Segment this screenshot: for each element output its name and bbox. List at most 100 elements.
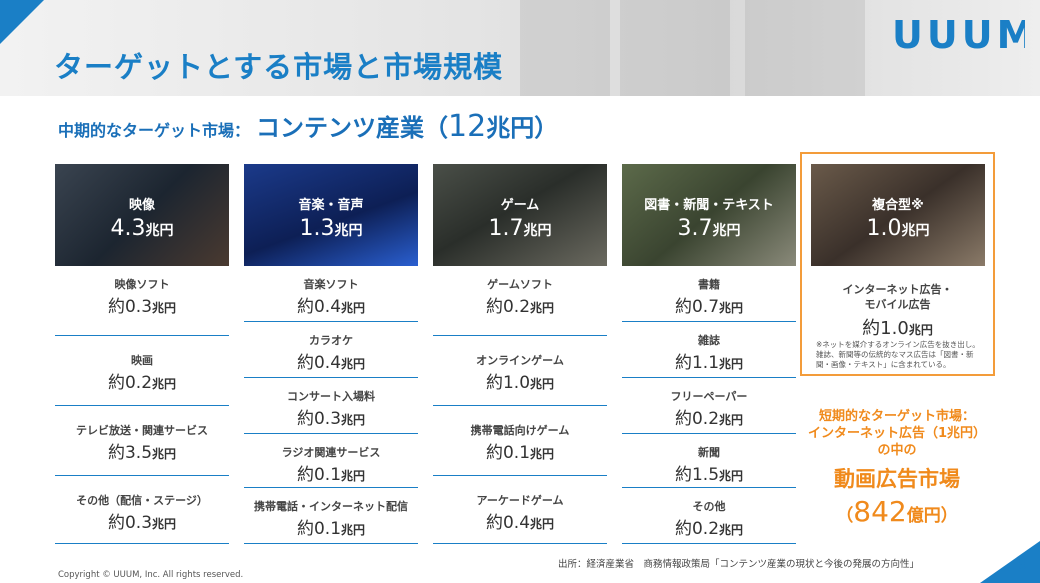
category-column-books: 図書・新聞・テキスト 3.7兆円 書籍 約0.7兆円 雑誌 約1.1兆円 フリー… (622, 164, 796, 544)
composite-category-box: 複合型※ 1.0兆円 インターネット広告・ モバイル広告 約1.0兆円 ※ネット… (800, 152, 995, 376)
header-photo-strip (520, 0, 610, 96)
category-name: 図書・新聞・テキスト (644, 198, 774, 213)
sub-item-amount: 約1.0兆円 (862, 318, 933, 339)
category-name: 映像 (128, 198, 155, 213)
hero-image (811, 164, 985, 266)
sub-item-label: 携帯電話向けゲーム (470, 424, 570, 437)
sub-item: 雑誌 約1.1兆円 (622, 322, 796, 378)
sub-item-label: ラジオ関連サービス (281, 446, 381, 459)
sub-item-amount: 約0.1兆円 (485, 443, 555, 463)
sub-item-amount: 約3.5兆円 (107, 443, 177, 463)
sub-item: 新聞 約1.5兆円 (622, 434, 796, 488)
sub-item: カラオケ 約0.4兆円 (244, 322, 418, 378)
sub-item: ゲームソフト 約0.2兆円 (433, 266, 607, 336)
hero-image (433, 164, 607, 266)
category-column-music: 音楽・音声 1.3兆円 音楽ソフト 約0.4兆円 カラオケ 約0.4兆円 コンサ… (244, 164, 418, 544)
copyright: Copyright © UUUM, Inc. All rights reserv… (58, 570, 244, 580)
sub-item-label: コンサート入場料 (287, 390, 375, 403)
footnote: ※ネットを媒介するオンライン広告を抜き出し。雑誌、新聞等の伝統的なマス広告は「図… (816, 340, 980, 369)
category-value: 3.7兆円 (677, 216, 741, 241)
sub-item: 書籍 約0.7兆円 (622, 266, 796, 322)
sub-item-label: 映像ソフト (114, 278, 170, 291)
sub-item-amount: 約0.2兆円 (485, 297, 555, 317)
subtitle-number: 12 (448, 109, 487, 144)
sub-item-label: ゲームソフト (487, 278, 553, 291)
category-name: 音楽・音声 (298, 198, 364, 213)
category-value: 1.3兆円 (299, 216, 363, 241)
short-term-line: の中の (877, 443, 917, 458)
sub-item: その他（配信・ステージ） 約0.3兆円 (55, 476, 229, 544)
header-photo-strip (745, 0, 865, 96)
sub-item-amount: 約0.3兆円 (296, 409, 366, 429)
sub-item-label: オンラインゲーム (476, 354, 564, 367)
short-term-line: 短期的なターゲット市場： (818, 409, 975, 424)
short-term-line: インターネット広告（1兆円） (807, 426, 987, 441)
category-name: ゲーム (500, 198, 540, 213)
corner-accent-bottom (980, 541, 1040, 583)
uuum-logo: UUUM (892, 13, 1025, 56)
sub-item-amount: 約0.3兆円 (107, 513, 177, 533)
source-note: 出所：経済産業省 商務情報政策局「コンテンツ産業の現状と今後の発展の方向性」 (558, 559, 920, 570)
sub-item-amount: 約1.1兆円 (674, 353, 744, 373)
sub-item: テレビ放送・関連サービス 約3.5兆円 (55, 406, 229, 476)
sub-item-amount: 約0.4兆円 (485, 513, 555, 533)
sub-item: ラジオ関連サービス 約0.1兆円 (244, 434, 418, 488)
page-number: 9 (1018, 554, 1029, 573)
sub-item-amount: 約0.1兆円 (296, 519, 366, 539)
category-hero: 映像 4.3兆円 (55, 164, 229, 266)
category-hero: 音楽・音声 1.3兆円 (244, 164, 418, 266)
logo-text: UUUM (892, 13, 1025, 56)
subtitle-main: コンテンツ産業（ (256, 114, 449, 142)
video-ad-market-value: （842億円） (836, 495, 958, 528)
hero-image (244, 164, 418, 266)
sub-item: 携帯電話向けゲーム 約0.1兆円 (433, 406, 607, 476)
short-term-target: 短期的なターゲット市場： インターネット広告（1兆円） の中の 動画広告市場 （… (792, 408, 1002, 528)
sub-item: オンラインゲーム 約1.0兆円 (433, 336, 607, 406)
sub-item-label: 映画 (131, 354, 153, 367)
sub-item: フリーペーパー 約0.2兆円 (622, 378, 796, 434)
category-value: 1.0兆円 (866, 216, 930, 241)
category-hero: ゲーム 1.7兆円 (433, 164, 607, 266)
category-hero: 図書・新聞・テキスト 3.7兆円 (622, 164, 796, 266)
header-band (0, 0, 1040, 96)
sub-item: その他 約0.2兆円 (622, 488, 796, 544)
sub-item-amount: 約0.2兆円 (107, 373, 177, 393)
sub-item-amount: 約0.3兆円 (107, 297, 177, 317)
hero-image (55, 164, 229, 266)
page-title: ターゲットとする市場と市場規模 (54, 50, 504, 84)
subtitle: 中期的なターゲット市場： コンテンツ産業（12兆円） (58, 108, 558, 144)
category-value: 4.3兆円 (110, 216, 174, 241)
sub-item: アーケードゲーム 約0.4兆円 (433, 476, 607, 544)
sub-item-label: インターネット広告・ モバイル広告 (842, 283, 953, 311)
sub-item-amount: 約0.2兆円 (674, 409, 744, 429)
sub-item: 映画 約0.2兆円 (55, 336, 229, 406)
sub-item-label: その他（配信・ステージ） (76, 494, 208, 507)
sub-item-amount: 約0.7兆円 (674, 297, 744, 317)
sub-item-label: 雑誌 (698, 334, 720, 347)
sub-item-amount: 約1.5兆円 (674, 465, 744, 485)
category-name: 複合型※ (872, 198, 924, 213)
category-column-game: ゲーム 1.7兆円 ゲームソフト 約0.2兆円 オンラインゲーム 約1.0兆円 … (433, 164, 607, 544)
sub-item-label: 新聞 (698, 446, 720, 459)
sub-item-amount: 約0.2兆円 (674, 519, 744, 539)
sub-item-label: フリーペーパー (670, 390, 748, 403)
category-column-video: 映像 4.3兆円 映像ソフト 約0.3兆円 映画 約0.2兆円 テレビ放送・関連… (55, 164, 229, 544)
sub-item-amount: 約0.4兆円 (296, 297, 366, 317)
sub-item-label: カラオケ (309, 334, 353, 347)
hero-image (622, 164, 796, 266)
sub-item: 映像ソフト 約0.3兆円 (55, 266, 229, 336)
sub-item-label: アーケードゲーム (476, 494, 564, 507)
sub-item: 携帯電話・インターネット配信 約0.1兆円 (244, 488, 418, 544)
sub-item-label: その他 (692, 500, 726, 513)
video-ad-market-label: 動画広告市場 (834, 467, 960, 491)
sub-item-label: 音楽ソフト (303, 278, 359, 291)
category-value: 1.7兆円 (488, 216, 552, 241)
sub-item-amount: 約0.1兆円 (296, 465, 366, 485)
corner-accent (0, 0, 44, 44)
category-hero: 複合型※ 1.0兆円 (811, 164, 985, 266)
sub-item-label: テレビ放送・関連サービス (76, 424, 208, 437)
sub-item-label: 携帯電話・インターネット配信 (254, 500, 408, 513)
sub-item-label: 書籍 (698, 278, 720, 291)
sub-item-amount: 約1.0兆円 (485, 373, 555, 393)
subtitle-unit: 兆円） (486, 114, 559, 142)
